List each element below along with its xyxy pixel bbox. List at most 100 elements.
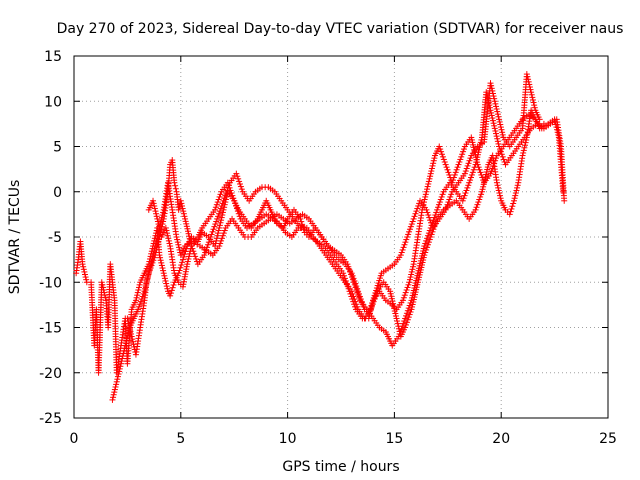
data-point — [404, 234, 411, 240]
data-point — [356, 294, 363, 301]
data-point — [170, 281, 177, 288]
data-point — [163, 283, 170, 290]
data-point — [172, 182, 179, 189]
data-point — [220, 206, 227, 213]
data-point — [422, 191, 429, 198]
data-point — [181, 213, 188, 220]
data-point — [177, 264, 184, 271]
data-point — [467, 174, 474, 181]
data-point — [164, 230, 171, 237]
gridlines — [74, 56, 608, 418]
data-point — [466, 179, 473, 186]
data-point — [157, 257, 164, 264]
data-point — [431, 214, 438, 221]
data-point — [236, 178, 243, 185]
data-point — [477, 193, 484, 200]
data-point — [205, 239, 212, 246]
data-point — [397, 328, 404, 335]
data-point — [224, 179, 231, 186]
data-point — [408, 271, 415, 278]
data-point — [496, 116, 503, 123]
data-point — [409, 218, 416, 225]
data-point — [152, 208, 159, 215]
data-point — [486, 104, 493, 111]
data-point — [407, 223, 414, 230]
data-point — [491, 122, 498, 129]
data-point — [463, 165, 470, 172]
data-point — [112, 383, 119, 390]
data-point — [530, 99, 537, 106]
data-point — [425, 180, 432, 187]
data-point — [427, 224, 434, 231]
chart-title: Day 270 of 2023, Sidereal Day-to-day VTE… — [57, 21, 624, 37]
data-point — [424, 186, 431, 193]
data-point — [238, 186, 245, 193]
data-point — [167, 292, 174, 299]
data-point — [299, 221, 306, 228]
data-point — [349, 276, 356, 283]
data-point — [215, 227, 222, 234]
data-point — [346, 288, 353, 295]
data-point — [406, 276, 413, 283]
data-point — [351, 281, 358, 288]
data-point — [158, 214, 165, 221]
data-point — [436, 199, 443, 206]
data-point — [462, 168, 469, 175]
data-point — [493, 179, 500, 186]
data-point — [229, 192, 236, 199]
data-point — [486, 102, 493, 109]
data-point — [421, 196, 428, 203]
data-point — [440, 156, 447, 163]
data-point — [227, 187, 234, 194]
data-point — [437, 146, 444, 153]
data-point — [158, 259, 165, 266]
data-point — [344, 283, 351, 290]
data-point — [526, 81, 533, 88]
data-point — [443, 204, 450, 211]
data-point — [345, 263, 352, 270]
data-point — [234, 208, 241, 215]
data-point — [499, 131, 506, 138]
data-point — [461, 192, 468, 199]
data-point — [409, 266, 416, 273]
data-point — [529, 94, 536, 101]
axis-ticks — [73, 55, 609, 419]
data-point — [408, 221, 415, 228]
data-point — [403, 236, 410, 243]
data-point — [111, 389, 118, 396]
data-point — [184, 261, 191, 268]
data-point — [216, 222, 223, 229]
data-point — [457, 156, 464, 163]
data-point — [168, 287, 175, 294]
data-point — [186, 250, 193, 257]
data-point — [144, 274, 151, 281]
data-point — [462, 190, 469, 197]
data-point — [467, 177, 474, 184]
data-point — [368, 302, 375, 309]
data-point — [421, 243, 428, 250]
data-point — [201, 252, 208, 259]
data-point — [423, 206, 430, 213]
data-point — [126, 325, 133, 332]
data-point — [223, 190, 230, 197]
data-point — [521, 144, 528, 151]
data-point — [176, 267, 183, 274]
data-point — [164, 285, 171, 292]
data-point — [407, 299, 414, 306]
data-point — [497, 195, 504, 202]
data-point — [525, 76, 532, 83]
x-tick-labels: 0 5 10 15 20 25 — [70, 431, 617, 447]
data-point — [212, 221, 219, 228]
data-point — [115, 371, 122, 378]
data-point — [111, 386, 118, 393]
data-point — [341, 272, 348, 279]
data-point — [495, 140, 502, 147]
data-point — [427, 170, 434, 177]
data-point — [494, 135, 501, 142]
x-axis-label: GPS time / hours — [282, 459, 399, 475]
data-point — [489, 90, 496, 97]
data-point — [423, 237, 430, 244]
data-point — [173, 234, 180, 240]
data-point — [426, 227, 433, 234]
data-point — [155, 227, 162, 234]
